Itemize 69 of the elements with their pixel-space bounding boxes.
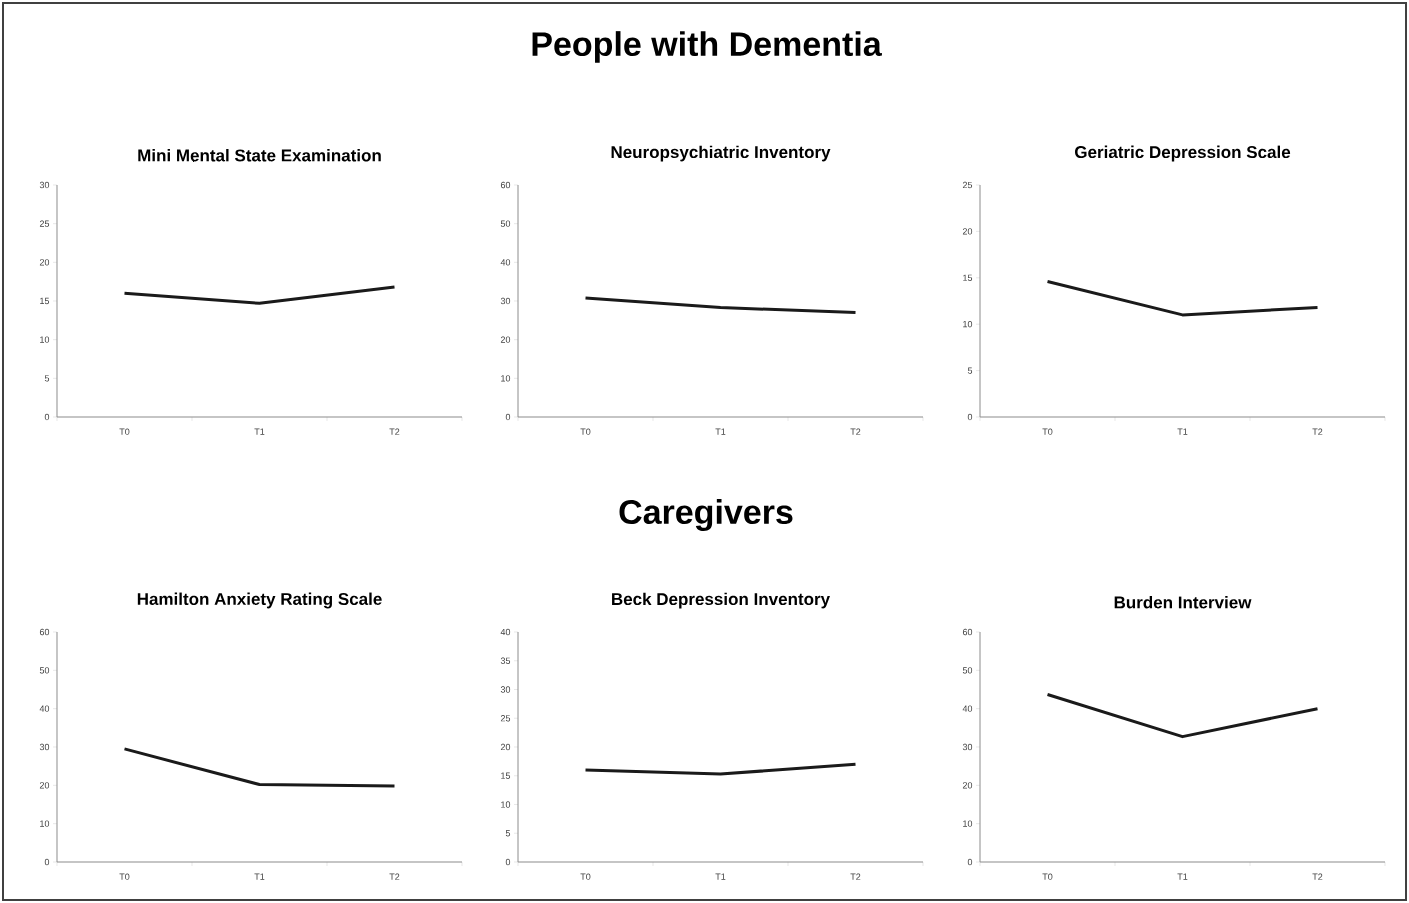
y-tick-label: 30 <box>962 743 973 751</box>
y-tick-label: 60 <box>500 181 511 189</box>
x-tick-label: T2 <box>850 873 861 880</box>
text: People with Dementia <box>532 31 882 63</box>
y-tick-label: 60 <box>962 628 973 636</box>
y-tick-label: 15 <box>501 772 511 779</box>
y-tick-label: 10 <box>40 820 50 827</box>
y-tick-label: 30 <box>500 686 511 693</box>
x-tick-label: T2 <box>1312 428 1323 435</box>
y-tick-label: 5 <box>967 367 973 374</box>
y-tick-label: 40 <box>39 705 50 712</box>
y-tick-label: 5 <box>44 375 50 382</box>
y-tick-label: 35 <box>500 657 511 664</box>
y-tick-label: 50 <box>962 667 973 674</box>
y-tick-label: 0 <box>44 858 50 866</box>
x-tick-label: T1 <box>1177 428 1188 435</box>
text: Caregivers <box>619 499 793 531</box>
y-tick-label: 20 <box>962 782 973 789</box>
y-tick-label: 10 <box>501 801 511 808</box>
chart-title: Hamilton Anxiety Rating Scale <box>137 592 382 609</box>
y-tick-label: 30 <box>39 181 50 189</box>
x-tick-label: T0 <box>119 428 130 435</box>
chart-title: Mini Mental State Examination <box>138 148 381 162</box>
chart-title: Neuropsychiatric Inventory <box>611 145 831 162</box>
chart-title: Geriatric Depression Scale <box>1075 145 1291 162</box>
x-tick-label: T0 <box>1042 428 1053 435</box>
y-tick-label: 0 <box>44 413 50 421</box>
x-tick-label: T2 <box>389 873 400 880</box>
y-tick-label: 20 <box>39 782 50 789</box>
y-tick-label: 30 <box>39 743 50 751</box>
y-tick-label: 15 <box>40 297 50 305</box>
y-tick-label: 25 <box>962 181 973 189</box>
x-tick-label: T0 <box>119 873 130 880</box>
y-tick-label: 15 <box>963 274 973 281</box>
x-tick-label: T1 <box>715 873 726 880</box>
y-tick-label: 30 <box>500 297 511 305</box>
y-tick-label: 10 <box>963 820 973 827</box>
y-tick-label: 10 <box>501 375 511 382</box>
y-tick-label: 10 <box>963 321 973 328</box>
x-tick-label: T1 <box>1177 873 1188 880</box>
y-tick-label: 60 <box>39 628 50 636</box>
x-tick-label: T0 <box>1042 873 1053 880</box>
y-tick-label: 40 <box>500 259 511 266</box>
x-tick-label: T1 <box>254 873 265 880</box>
y-tick-label: 0 <box>967 413 973 421</box>
y-tick-label: 50 <box>500 220 511 227</box>
y-tick-label: 10 <box>40 336 50 343</box>
x-tick-label: T2 <box>850 428 861 435</box>
y-tick-label: 20 <box>962 228 973 235</box>
x-tick-label: T0 <box>580 873 591 880</box>
y-tick-label: 20 <box>39 259 50 266</box>
y-tick-label: 50 <box>39 667 50 674</box>
y-tick-label: 0 <box>967 858 973 866</box>
y-tick-label: 20 <box>500 336 511 343</box>
y-tick-label: 25 <box>500 715 511 722</box>
chart-title: Beck Depression Inventory <box>612 592 830 609</box>
y-tick-label: 20 <box>500 743 511 751</box>
x-tick-label: T2 <box>1312 873 1323 880</box>
x-tick-label: T2 <box>389 428 400 435</box>
y-tick-label: 0 <box>505 413 511 421</box>
x-tick-label: T1 <box>715 428 726 435</box>
y-tick-label: 40 <box>962 705 973 712</box>
y-tick-label: 0 <box>505 858 511 866</box>
y-tick-label: 5 <box>505 830 511 837</box>
y-tick-label: 25 <box>39 220 50 227</box>
x-tick-label: T1 <box>254 428 265 435</box>
y-tick-label: 40 <box>500 628 511 636</box>
chart-title: Burden Interview <box>1114 595 1252 609</box>
x-tick-label: T0 <box>580 428 591 435</box>
